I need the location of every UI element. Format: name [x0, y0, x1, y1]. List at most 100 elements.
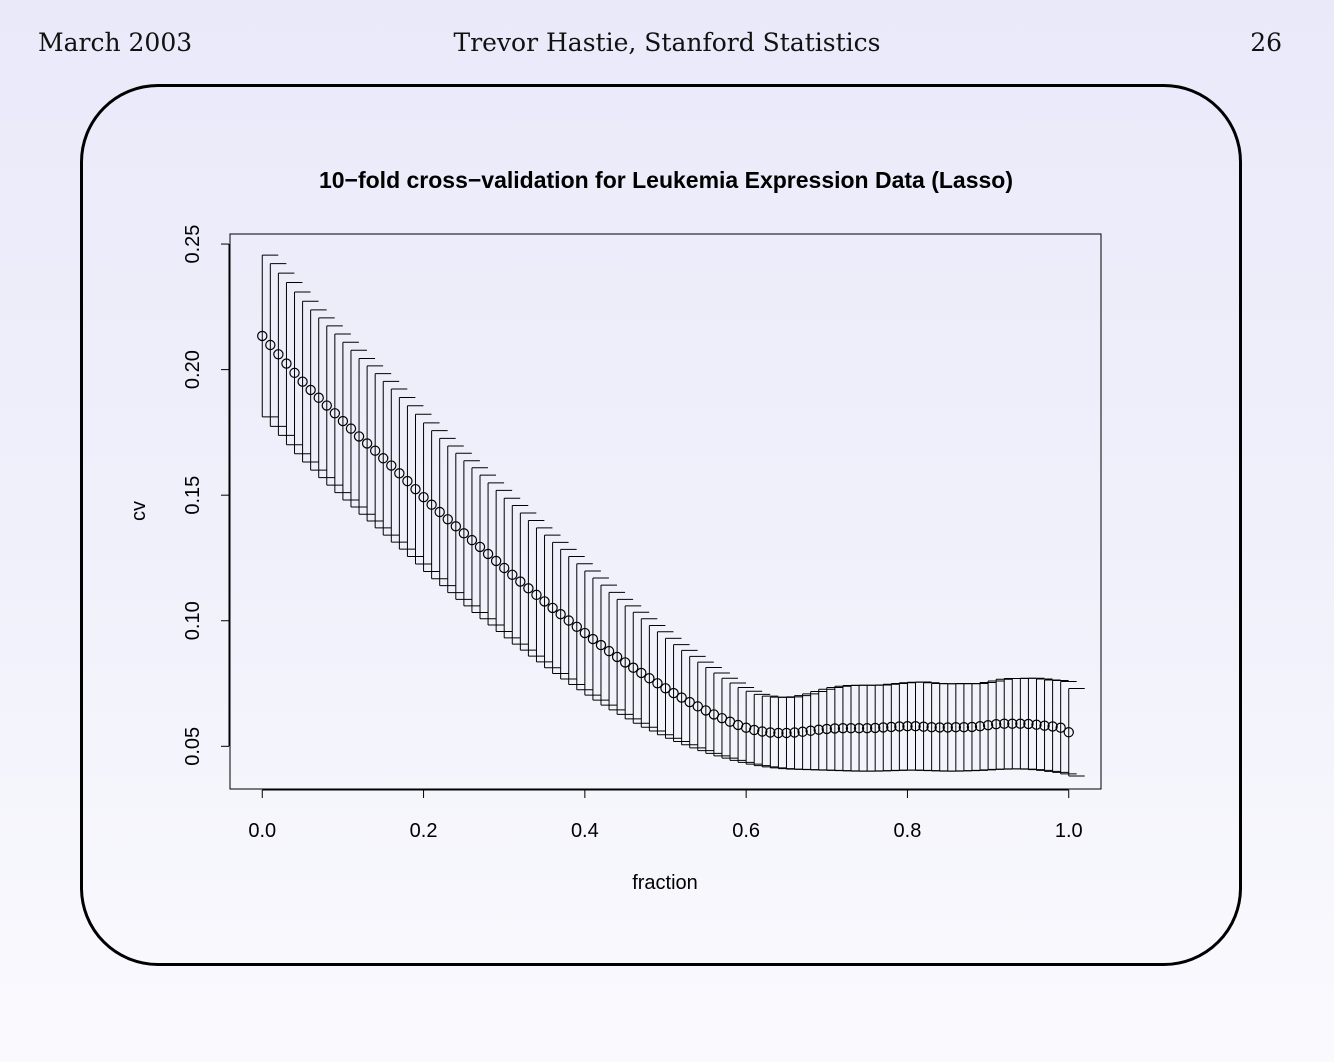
data-point [749, 724, 760, 736]
data-point [974, 721, 986, 732]
data-point [418, 491, 429, 503]
y-tick-label: 0.20 [182, 350, 204, 389]
data-point [797, 726, 808, 737]
x-axis-label: fraction [632, 872, 698, 894]
data-point [434, 506, 445, 518]
data-point [660, 683, 671, 694]
data-point [837, 723, 849, 734]
data-point [628, 662, 639, 673]
data-point [353, 431, 365, 442]
x-tick-label: 0.2 [410, 820, 438, 842]
data-point [329, 408, 341, 419]
data-point [926, 722, 937, 733]
chart-title: 10−fold cross−validation for Leukemia Ex… [319, 167, 1013, 193]
data-point [918, 721, 929, 732]
data-point [813, 724, 824, 735]
data-point [305, 384, 316, 396]
x-tick-label: 0.4 [571, 820, 599, 842]
data-point [555, 609, 566, 620]
data-point [603, 645, 615, 657]
data-point [861, 723, 873, 734]
data-point [442, 514, 453, 525]
data-point [1039, 720, 1050, 731]
data-point [982, 720, 994, 731]
data-point [426, 499, 437, 510]
data-point [1047, 721, 1058, 732]
data-point [466, 534, 478, 546]
data-point [531, 589, 542, 601]
x-tick-label: 1.0 [1055, 820, 1083, 842]
data-point [1007, 718, 1018, 729]
data-point [958, 722, 970, 733]
data-point [458, 528, 470, 539]
data-point [636, 667, 647, 679]
data-point [902, 721, 913, 732]
data-point [273, 349, 284, 360]
data-point [652, 678, 663, 689]
data-point [789, 727, 800, 738]
data-point [378, 453, 389, 464]
data-point [587, 633, 599, 645]
data-point [257, 330, 268, 342]
data-point [1015, 718, 1026, 729]
data-point [507, 569, 518, 580]
y-tick-label: 0.05 [182, 727, 204, 766]
data-point [845, 723, 857, 734]
data-point [999, 718, 1010, 729]
plot-box [229, 233, 1102, 790]
data-point [684, 696, 695, 708]
data-point [313, 392, 324, 403]
data-point [1031, 719, 1042, 730]
y-axis: 0.05 0.10 0.15 0.20 0.25 [182, 225, 230, 766]
data-point [337, 415, 349, 427]
data-point [369, 445, 381, 456]
cv-points [257, 330, 1074, 739]
data-point [474, 541, 486, 553]
data-point [611, 651, 623, 663]
data-point [515, 576, 526, 587]
data-point [1023, 718, 1034, 730]
x-tick-label: 0.6 [732, 820, 760, 842]
data-point [990, 719, 1002, 730]
data-point [773, 727, 784, 739]
data-point [781, 727, 792, 739]
data-point [563, 615, 574, 626]
data-point [297, 376, 308, 387]
data-point [402, 475, 413, 487]
data-point [1063, 727, 1074, 738]
data-point [321, 400, 332, 411]
data-point [595, 639, 607, 651]
slide-frame [80, 84, 1242, 966]
data-point [934, 722, 945, 733]
header-author: Trevor Hastie, Stanford Statistics [453, 28, 881, 57]
data-point [523, 583, 534, 594]
data-point [676, 692, 687, 703]
data-point [386, 460, 397, 471]
data-point [765, 727, 776, 738]
data-point [966, 721, 978, 733]
data-point [1055, 722, 1066, 733]
data-point [547, 602, 558, 614]
data-point [869, 722, 881, 734]
data-point [450, 521, 462, 532]
page-number: 26 [1250, 28, 1282, 57]
y-tick-label: 0.10 [182, 601, 204, 640]
data-point [289, 367, 300, 379]
data-point [878, 722, 889, 733]
data-point [757, 726, 768, 737]
data-point [361, 438, 373, 449]
x-tick-label: 0.0 [248, 820, 276, 842]
data-point [829, 723, 841, 734]
x-axis: 0.0 0.2 0.4 0.6 0.8 1.0 [248, 789, 1083, 842]
y-axis-label: cv [128, 501, 150, 521]
y-tick-label: 0.15 [182, 476, 204, 515]
data-point [345, 423, 357, 434]
data-point [410, 483, 421, 495]
data-point [886, 721, 897, 733]
data-point [619, 657, 631, 668]
data-point [539, 596, 550, 607]
data-point [692, 701, 703, 712]
data-point [499, 562, 510, 574]
header-date: March 2003 [38, 28, 193, 57]
